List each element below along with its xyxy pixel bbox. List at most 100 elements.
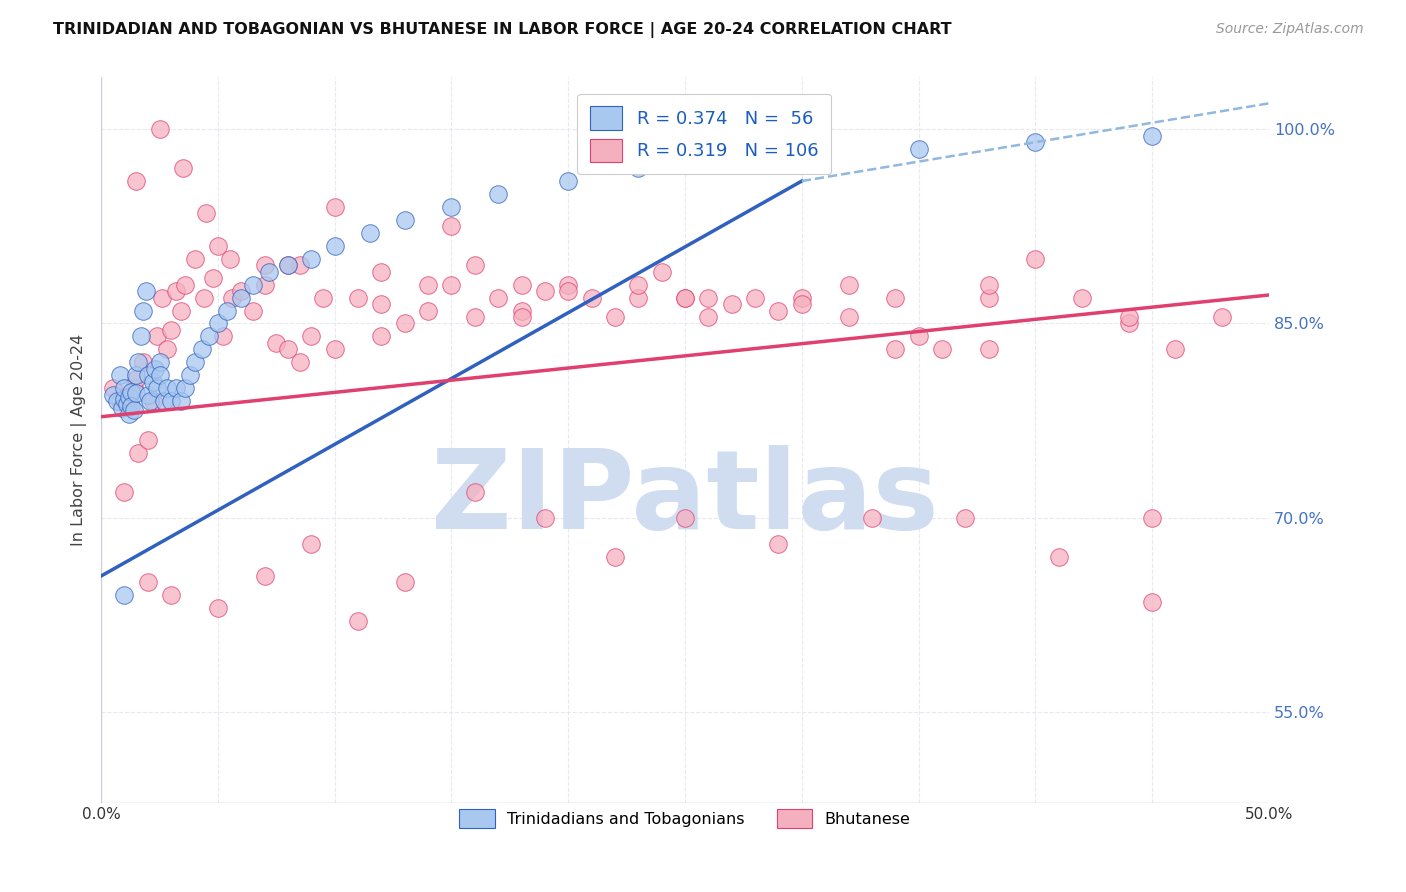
Point (394, 317, 416, 331)
Point (1140, 510, 1163, 524)
Point (193, 291, 215, 305)
Point (603, 310, 626, 324)
Point (179, 368, 201, 383)
Point (720, 297, 742, 311)
Point (125, 368, 148, 383)
Point (148, 122, 170, 136)
Point (277, 258, 299, 272)
Point (160, 589, 183, 603)
Point (221, 291, 243, 305)
Point (860, 510, 883, 524)
Point (114, 381, 136, 395)
Text: Source: ZipAtlas.com: Source: ZipAtlas.com (1216, 22, 1364, 37)
Point (125, 372, 148, 386)
Point (837, 310, 859, 324)
Point (1071, 291, 1094, 305)
Point (323, 343, 346, 357)
Point (581, 291, 603, 305)
Point (907, 329, 929, 343)
Point (183, 252, 205, 266)
Point (510, 303, 533, 318)
Point (790, 148, 813, 162)
Point (323, 200, 346, 214)
Point (673, 291, 696, 305)
Point (673, 510, 696, 524)
Point (440, 277, 463, 292)
Point (347, 291, 370, 305)
Point (1140, 128, 1163, 143)
Point (884, 343, 907, 357)
Point (1047, 549, 1070, 564)
Point (153, 394, 176, 409)
Point (128, 355, 150, 369)
Point (977, 343, 1000, 357)
Point (464, 484, 486, 499)
Point (323, 239, 346, 253)
Point (486, 291, 509, 305)
Point (122, 403, 145, 417)
Point (121, 385, 143, 400)
Point (790, 291, 813, 305)
Point (253, 258, 276, 272)
Point (394, 213, 416, 227)
Point (115, 397, 138, 411)
Point (231, 291, 253, 305)
Point (132, 355, 155, 369)
Point (1024, 252, 1046, 266)
Point (231, 284, 253, 298)
Point (125, 174, 148, 188)
Text: TRINIDADIAN AND TOBAGONIAN VS BHUTANESE IN LABOR FORCE | AGE 20-24 CORRELATION C: TRINIDADIAN AND TOBAGONIAN VS BHUTANESE … (53, 22, 952, 38)
Point (627, 291, 650, 305)
Point (242, 303, 264, 318)
Point (977, 291, 1000, 305)
Point (217, 303, 239, 318)
Point (107, 394, 129, 409)
Point (534, 510, 557, 524)
Point (977, 277, 1000, 292)
Point (108, 394, 131, 409)
Point (440, 219, 463, 234)
Y-axis label: In Labor Force | Age 20-24: In Labor Force | Age 20-24 (72, 334, 87, 546)
Point (312, 291, 335, 305)
Point (790, 297, 813, 311)
Point (190, 343, 212, 357)
Point (114, 484, 136, 499)
Point (155, 343, 177, 357)
Point (172, 161, 194, 175)
Point (125, 386, 148, 401)
Point (1164, 343, 1187, 357)
Point (132, 303, 155, 318)
Point (557, 174, 579, 188)
Point (141, 375, 163, 389)
Point (207, 239, 229, 253)
Point (359, 226, 381, 240)
Legend: Trinidadians and Tobagonians, Bhutanese: Trinidadians and Tobagonians, Bhutanese (453, 802, 917, 835)
Point (118, 398, 141, 412)
Point (1140, 595, 1163, 609)
Point (108, 368, 131, 383)
Point (370, 265, 392, 279)
Point (211, 329, 233, 343)
Point (114, 589, 136, 603)
Point (416, 303, 439, 318)
Text: ZIPatlas: ZIPatlas (432, 444, 939, 551)
Point (165, 284, 187, 298)
Point (148, 368, 170, 383)
Point (253, 569, 276, 583)
Point (143, 361, 166, 376)
Point (136, 575, 159, 590)
Point (837, 277, 859, 292)
Point (768, 303, 790, 318)
Point (416, 277, 439, 292)
Point (139, 394, 162, 409)
Point (122, 381, 145, 395)
Point (884, 291, 907, 305)
Point (148, 355, 170, 369)
Point (202, 271, 225, 285)
Point (673, 291, 696, 305)
Point (464, 310, 486, 324)
Point (370, 297, 392, 311)
Point (955, 510, 977, 524)
Point (111, 401, 134, 415)
Point (242, 277, 264, 292)
